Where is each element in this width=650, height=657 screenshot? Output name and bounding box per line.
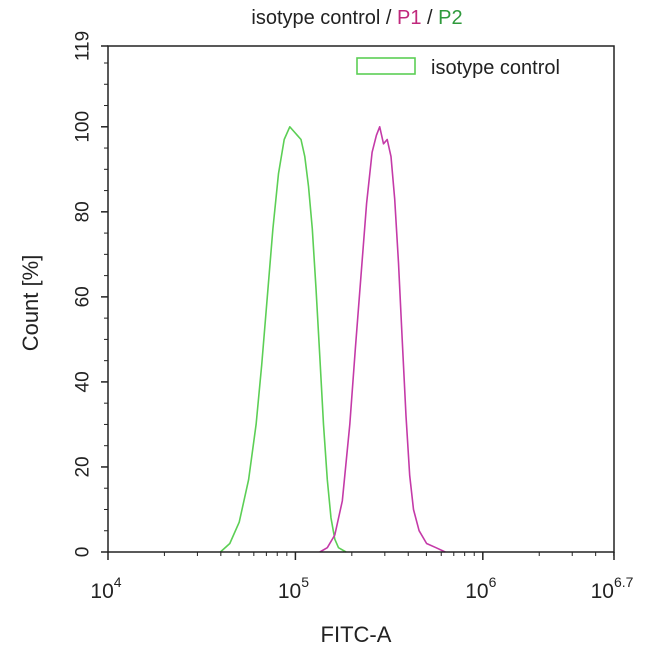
title-part-2: P1 [397,7,421,29]
x-tick-base: 10 [591,580,614,603]
y-tick-label: 119 [73,31,94,61]
chart-title: isotype control / P1 / P2 [251,7,462,29]
legend-swatch [356,57,416,75]
y-tick-label: 40 [73,371,94,392]
x-tick-label: 106.7 [591,574,634,603]
y-tick-label: 0 [73,547,94,558]
x-tick-label: 105 [278,574,309,603]
plot-frame [107,45,615,553]
y-axis: 0 20 40 60 80 100 119 [73,31,108,557]
x-tick-label: 104 [90,574,121,603]
series-line-0 [219,126,347,553]
title-part-0: isotype control [251,7,380,29]
y-tick-label: 100 [73,111,94,143]
legend: isotype control [356,57,560,79]
plot-area [219,126,446,553]
legend-label: isotype control [431,57,560,79]
x-tick-label: 106 [465,574,496,603]
y-tick-label: 80 [73,201,94,222]
x-tick-exponent: 4 [114,574,122,590]
x-tick-base: 10 [90,580,113,603]
y-tick-label: 20 [73,456,94,477]
x-tick-exponent: 6 [489,574,497,590]
x-tick-base: 10 [465,580,488,603]
title-part-4: P2 [438,7,462,29]
title-part-3: / [421,7,438,29]
y-axis-label: Count [%] [18,255,43,352]
x-tick-exponent: 6.7 [614,574,634,590]
x-tick-exponent: 5 [301,574,309,590]
y-tick-label: 60 [73,286,94,307]
x-axis: 104 105 106 106.7 [90,552,634,603]
series-line-1 [319,126,446,553]
title-part-1: / [380,7,397,29]
x-axis-label: FITC-A [321,622,392,647]
x-tick-base: 10 [278,580,301,603]
